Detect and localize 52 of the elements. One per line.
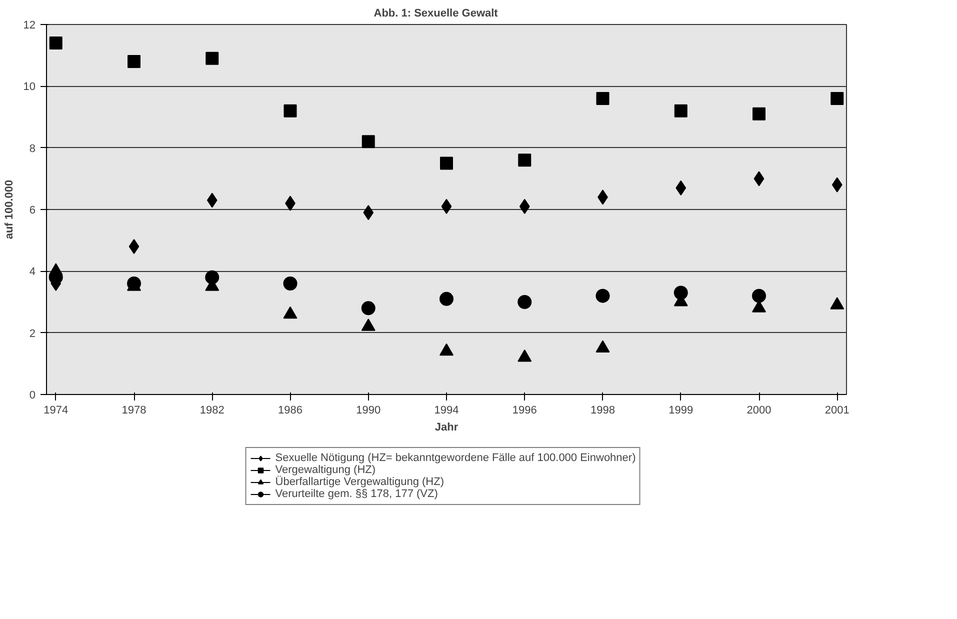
- point: [205, 270, 220, 284]
- legend-label: Überfallartige Vergewaltigung (HZ): [275, 476, 444, 488]
- x-tick-label: 1978: [122, 404, 146, 416]
- point: [676, 180, 686, 196]
- point: [206, 192, 218, 208]
- x-axis-title: Jahr: [434, 422, 459, 434]
- x-tick-label: 1974: [44, 404, 68, 416]
- point: [363, 205, 374, 220]
- legend-label: Vergewaltigung (HZ): [275, 464, 376, 476]
- x-tick-label: 1998: [590, 404, 615, 416]
- point: [596, 92, 610, 105]
- x-tick-label: 1999: [668, 404, 694, 416]
- point: [361, 301, 376, 316]
- point: [596, 288, 610, 303]
- legend-label: Verurteilte gem. §§ 178, 177 (VZ): [275, 488, 438, 500]
- point: [128, 55, 140, 68]
- point: [674, 286, 688, 300]
- point: [362, 135, 375, 148]
- point: [441, 198, 452, 214]
- y-axis-title: auf 100.000: [3, 180, 16, 240]
- y-tick-label: 0: [29, 390, 36, 402]
- y-tick-label: 4: [29, 266, 36, 278]
- point: [674, 104, 688, 118]
- x-tick-label: 1986: [278, 404, 302, 416]
- point: [283, 276, 298, 290]
- point: [832, 177, 842, 192]
- y-tick-label: 10: [23, 81, 36, 94]
- point: [830, 92, 844, 105]
- point: [752, 107, 766, 120]
- point: [284, 104, 297, 118]
- point: [519, 198, 530, 214]
- y-tick-label: 12: [23, 20, 36, 32]
- x-tick-label: 2001: [824, 404, 850, 416]
- point: [128, 239, 140, 254]
- point: [206, 52, 219, 65]
- point: [752, 288, 766, 303]
- point: [440, 292, 454, 306]
- chart-title: Abb. 1: Sexuelle Gewalt: [374, 8, 498, 20]
- x-tick-label: 1990: [356, 404, 381, 416]
- x-tick-label: 1996: [512, 404, 537, 416]
- x-tick-label: 2000: [746, 404, 772, 416]
- x-tick-label: 1994: [434, 404, 459, 416]
- point: [440, 156, 453, 170]
- legend-label: Sexuelle Nötigung (HZ= bekanntgewordene Fälle auf 100.000 Einwohner): [275, 452, 636, 464]
- y-tick-label: 2: [29, 328, 36, 340]
- point: [518, 154, 532, 167]
- y-tick-label: 6: [29, 204, 36, 216]
- point: [49, 36, 62, 50]
- point: [518, 295, 532, 309]
- point: [754, 171, 764, 186]
- y-tick-label: 8: [29, 142, 36, 155]
- x-tick-label: 1982: [200, 404, 224, 416]
